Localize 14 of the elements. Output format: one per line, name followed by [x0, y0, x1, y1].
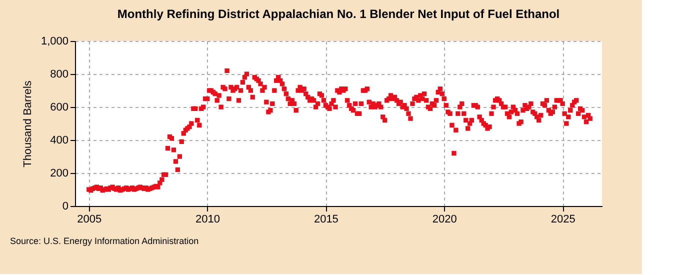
x-tick-label: 2015	[314, 214, 338, 226]
y-tick-label: 600	[50, 102, 68, 114]
y-tick-label: 0	[62, 200, 68, 212]
y-tick-label: 200	[50, 168, 68, 180]
x-tick-label: 2020	[432, 214, 457, 226]
y-tick-label: 1,000	[40, 36, 68, 48]
source-note: Source: U.S. Energy Information Administration	[10, 236, 199, 246]
x-tick-label: 2005	[77, 214, 102, 226]
chart-title: Monthly Refining District Appalachian No. 1 Blender Net Input of Fuel Ethanol	[117, 7, 560, 21]
y-axis-title: Thousand Barrels	[22, 80, 34, 168]
x-tick-label: 2025	[550, 214, 576, 226]
y-tick-label: 400	[50, 134, 68, 146]
y-tick-label: 800	[50, 68, 68, 80]
x-tick-label: 2010	[196, 214, 220, 226]
